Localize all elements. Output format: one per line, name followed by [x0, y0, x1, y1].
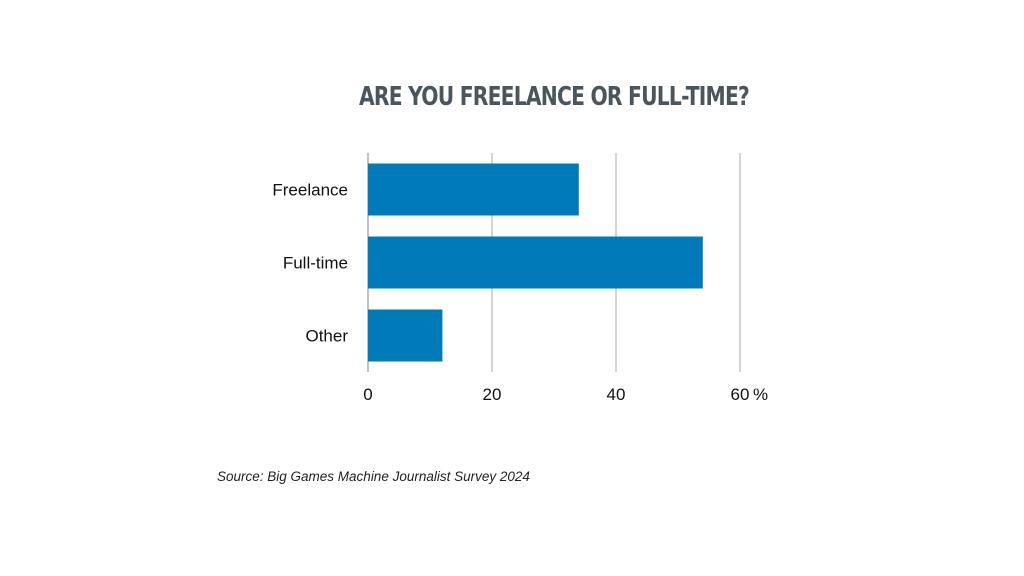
tick-label: 20: [483, 385, 502, 404]
bar: [368, 236, 703, 289]
x-axis-unit: %: [753, 385, 768, 404]
bar: [368, 163, 579, 216]
x-axis-tick-labels: 0 20 40 60%: [363, 385, 768, 404]
bar: [368, 309, 443, 362]
tick-label: 60: [731, 385, 750, 404]
category-label: Other: [305, 327, 348, 346]
chart-title: ARE YOU FREELANCE OR FULL-TIME?: [358, 82, 750, 112]
tick-label: 0: [363, 385, 372, 404]
category-labels: Freelance Full-time Other: [272, 181, 348, 346]
tick-label: 40: [607, 385, 626, 404]
source-note: Source: Big Games Machine Journalist Sur…: [217, 469, 530, 484]
category-label: Full-time: [283, 254, 348, 273]
category-label: Freelance: [272, 181, 348, 200]
bars: [368, 163, 703, 362]
